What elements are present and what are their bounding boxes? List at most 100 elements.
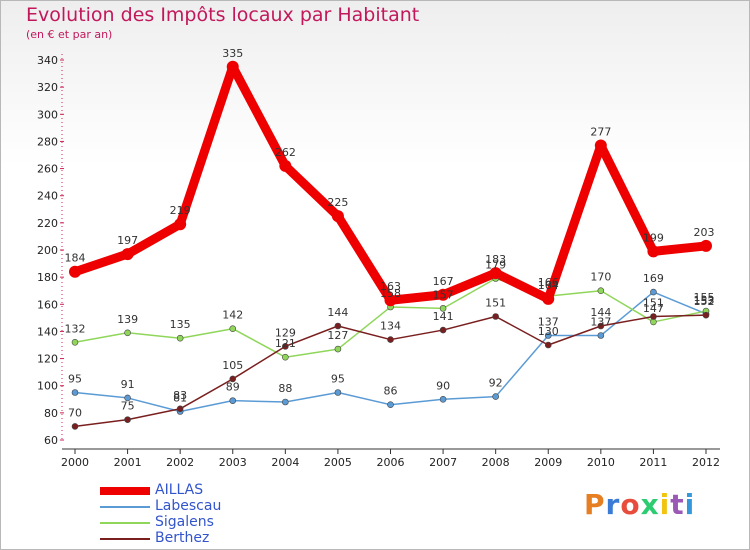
data-point bbox=[489, 267, 502, 280]
data-label: 86 bbox=[384, 385, 398, 398]
x-tick-label: 2009 bbox=[534, 456, 562, 469]
data-point bbox=[492, 313, 499, 320]
data-label: 157 bbox=[433, 288, 454, 301]
data-point bbox=[439, 326, 447, 334]
brand-letter: t bbox=[670, 488, 685, 521]
series-points bbox=[69, 60, 712, 430]
brand-letter: x bbox=[640, 488, 660, 521]
data-point bbox=[69, 265, 81, 278]
data-point bbox=[650, 288, 657, 296]
data-point bbox=[174, 218, 187, 231]
data-label: 70 bbox=[68, 406, 82, 419]
series-line-aillas bbox=[70, 62, 711, 305]
legend-item-berthez: Berthez bbox=[100, 530, 300, 548]
y-tick-label: 140 bbox=[37, 325, 58, 338]
data-point bbox=[334, 345, 342, 353]
data-point bbox=[124, 394, 131, 402]
data-point bbox=[121, 248, 134, 261]
data-label: 135 bbox=[170, 318, 191, 331]
data-label: 90 bbox=[436, 379, 450, 392]
data-label: 127 bbox=[327, 329, 348, 342]
data-point bbox=[71, 338, 79, 346]
data-point bbox=[229, 397, 237, 404]
data-point bbox=[597, 287, 605, 295]
data-label: 199 bbox=[643, 231, 664, 244]
data-label: 144 bbox=[327, 306, 348, 319]
data-label: 75 bbox=[121, 400, 135, 413]
legend-item-labescau: Labescau bbox=[100, 498, 300, 516]
y-tick-label: 280 bbox=[37, 135, 58, 148]
data-point bbox=[650, 313, 657, 320]
legend-label: Berthez bbox=[155, 530, 210, 546]
data-point bbox=[226, 60, 239, 73]
data-label: 262 bbox=[275, 146, 296, 159]
data-label: 151 bbox=[485, 297, 506, 310]
data-point bbox=[229, 375, 237, 383]
data-label: 89 bbox=[226, 381, 240, 394]
data-label: 169 bbox=[643, 272, 664, 285]
data-label: 167 bbox=[433, 275, 454, 288]
data-label: 134 bbox=[380, 320, 401, 333]
data-label: 151 bbox=[643, 297, 664, 310]
data-label: 105 bbox=[222, 359, 243, 372]
legend-label: AILLAS bbox=[155, 482, 204, 498]
data-label: 184 bbox=[65, 252, 86, 265]
data-label: 81 bbox=[173, 392, 187, 405]
data-label: 183 bbox=[485, 253, 506, 266]
data-labels: 184 197 219 335 262 225 163 167 183 164 277 199 203 9… bbox=[65, 47, 715, 420]
data-label: 152 bbox=[694, 295, 715, 308]
data-label: 130 bbox=[538, 325, 559, 338]
data-label: 141 bbox=[433, 310, 454, 323]
data-point bbox=[542, 292, 555, 305]
data-point bbox=[229, 325, 237, 333]
data-point bbox=[176, 334, 184, 342]
data-label: 225 bbox=[327, 196, 348, 209]
data-point bbox=[331, 210, 344, 223]
data-label: 197 bbox=[117, 234, 138, 247]
data-point bbox=[439, 305, 447, 312]
data-label: 155 bbox=[694, 291, 715, 304]
data-point bbox=[647, 245, 660, 258]
y-tick-label: 220 bbox=[37, 217, 58, 230]
legend-swatch bbox=[100, 487, 150, 495]
x-tick-label: 2002 bbox=[166, 456, 194, 469]
legend-label: Sigalens bbox=[155, 514, 214, 530]
y-tick-label: 100 bbox=[37, 380, 58, 393]
x-tick-label: 2007 bbox=[429, 456, 457, 469]
data-label: 91 bbox=[121, 378, 135, 391]
data-label: 137 bbox=[590, 316, 611, 329]
y-tick-label: 120 bbox=[37, 353, 58, 366]
legend-label: Labescau bbox=[155, 498, 222, 514]
data-point bbox=[594, 139, 607, 152]
legend-swatch bbox=[100, 538, 150, 540]
data-label: 88 bbox=[278, 382, 292, 395]
data-label: 158 bbox=[380, 287, 401, 300]
axes: 60 80 100 120 140 160 180 200 220 240 260 280 300 320… bbox=[37, 54, 720, 469]
data-point bbox=[71, 389, 79, 396]
data-point bbox=[334, 322, 342, 330]
data-label: 163 bbox=[380, 280, 401, 293]
data-point bbox=[544, 332, 552, 339]
brand-logo: Proxiti bbox=[584, 488, 695, 521]
data-point bbox=[700, 239, 712, 252]
x-tick-label: 2006 bbox=[377, 456, 405, 469]
brand-letter: P bbox=[584, 488, 606, 521]
x-tick-label: 2004 bbox=[271, 456, 299, 469]
y-tick-label: 80 bbox=[44, 407, 58, 420]
data-label: 170 bbox=[590, 271, 611, 284]
data-label: 153 bbox=[694, 294, 715, 307]
legend-item-aillas: AILLAS bbox=[100, 482, 300, 500]
data-point bbox=[124, 416, 131, 423]
data-point bbox=[387, 401, 394, 409]
data-label: 166 bbox=[538, 276, 559, 289]
data-point bbox=[282, 398, 289, 406]
data-point bbox=[279, 159, 292, 172]
data-label: 179 bbox=[485, 259, 506, 272]
data-label: 142 bbox=[222, 309, 243, 322]
data-label: 83 bbox=[173, 389, 187, 402]
data-label: 121 bbox=[275, 337, 296, 350]
brand-letter: o bbox=[620, 488, 641, 521]
y-tick-label: 300 bbox=[37, 108, 58, 121]
data-label: 95 bbox=[331, 373, 345, 386]
data-label: 129 bbox=[275, 326, 296, 339]
